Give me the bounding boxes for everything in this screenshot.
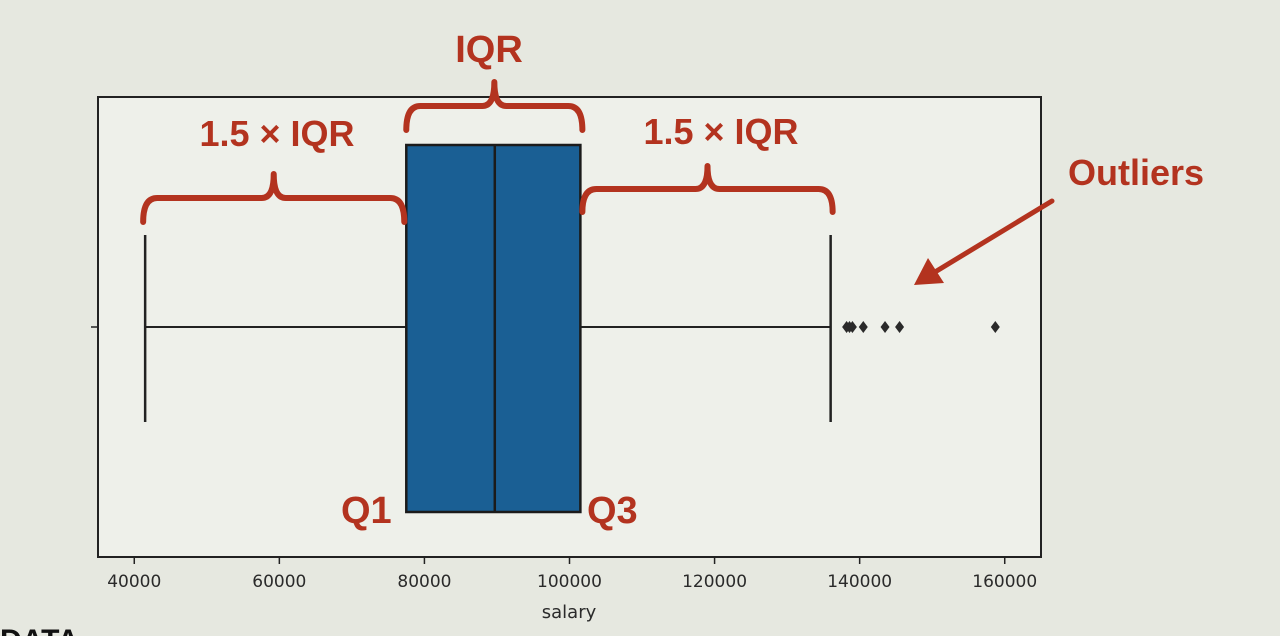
outliers-arrow-head — [914, 258, 944, 285]
outlier-point — [880, 321, 890, 333]
x-tick-label: 60000 — [252, 572, 306, 592]
outlier-point — [990, 321, 1000, 333]
annotation-right-range: 1.5 × IQR — [643, 111, 798, 152]
x-axis-title: salary — [542, 602, 597, 623]
left-range-brace — [140, 171, 408, 225]
iqr-brace — [403, 79, 586, 133]
annotation-q1: Q1 — [341, 490, 392, 532]
right-range-brace — [579, 163, 836, 215]
outlier-point — [858, 321, 868, 333]
x-tick-label: 100000 — [537, 572, 602, 592]
x-tick-label: 80000 — [397, 572, 451, 592]
x-tick-label: 160000 — [972, 572, 1037, 592]
x-tick-label: 40000 — [107, 572, 161, 592]
annotation-iqr: IQR — [455, 29, 523, 71]
iqr-box — [405, 143, 582, 514]
outlier-point — [847, 321, 857, 333]
annotation-outliers: Outliers — [1068, 152, 1204, 193]
footer-text: DATA — [0, 624, 79, 636]
x-tick-label: 140000 — [827, 572, 892, 592]
annotation-q3: Q3 — [587, 490, 638, 532]
annotation-left-range: 1.5 × IQR — [199, 113, 354, 154]
outliers-arrow-shaft — [932, 198, 1055, 275]
outlier-point — [895, 321, 905, 333]
x-tick-label: 120000 — [682, 572, 747, 592]
